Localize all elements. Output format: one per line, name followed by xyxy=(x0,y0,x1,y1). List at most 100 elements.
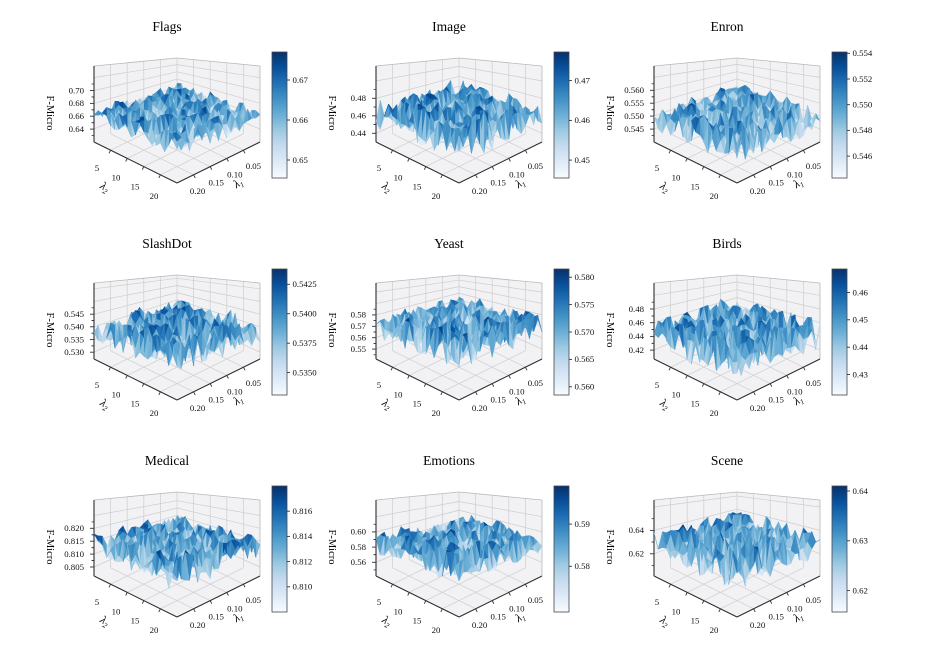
z-tick-label: 0.64 xyxy=(69,124,85,134)
z-tick-label: 0.540 xyxy=(64,322,84,332)
plot-title: Birds xyxy=(712,236,741,251)
colorbar-tick-label: 0.66 xyxy=(293,115,309,125)
x-tick-label: 0.10 xyxy=(787,603,803,613)
colorbar-gradient xyxy=(553,51,570,179)
colorbar-tick-label: 0.44 xyxy=(853,342,869,352)
colorbar-tick-label: 0.816 xyxy=(293,506,313,516)
x-axis-label: λ1 xyxy=(231,610,247,627)
y-tick-label: 5 xyxy=(95,597,100,607)
y-tick-label: 5 xyxy=(377,597,382,607)
y-tick-label: 15 xyxy=(691,399,700,409)
surface xyxy=(653,298,821,376)
colorbar-tick-label: 0.548 xyxy=(853,125,873,135)
colorbar-gradient xyxy=(271,268,288,396)
z-tick-label: 0.46 xyxy=(629,318,645,328)
x-tick-label: 0.15 xyxy=(768,178,784,188)
colorbar-tick-label: 0.63 xyxy=(853,536,869,546)
axis-spines xyxy=(653,500,821,618)
z-tick-label: 0.42 xyxy=(629,345,644,355)
x-tick-label: 0.20 xyxy=(190,186,206,196)
z-axis-label: F-Micro xyxy=(326,313,337,348)
y-tick-label: 5 xyxy=(377,163,382,173)
x-tick-label: 0.10 xyxy=(227,169,243,179)
subplot-medical: Medical F-Micro 0.820 0.815 0.810 0.805 5 10 1… xyxy=(0,434,313,651)
colorbar-tick-label: 0.65 xyxy=(293,155,309,165)
plot-body: 0.70 0.68 0.66 0.64 5 10 15 20 0.200.150.100.05 λ… xyxy=(69,51,309,201)
x-axis-label: λ1 xyxy=(791,176,807,193)
colorbar-tick-label: 0.47 xyxy=(575,75,591,85)
axis-spines xyxy=(93,500,261,618)
surface xyxy=(93,83,261,153)
plot-body: 0.580.57 0.560.55 5 10 15 20 0.200.150.100.05 λ… xyxy=(351,268,595,418)
colorbar-tick-label: 0.565 xyxy=(575,354,595,364)
colorbar-tick-label: 0.45 xyxy=(853,315,869,325)
y-tick-label: 20 xyxy=(432,191,441,201)
subplot-flags: Flags F-Micro 0.70 0.68 0.66 0.64 5 10 15 20 0.2… xyxy=(0,0,309,217)
subplot-birds: Birds F-Micro 0.48 0.46 0.44 0.42 5 10 15 20 0.2… xyxy=(560,217,869,434)
y-tick-label: 15 xyxy=(131,616,140,626)
y-tick-label: 20 xyxy=(150,191,159,201)
plot-3d-surface: Birds F-Micro 0.48 0.46 0.44 0.42 5 10 15 20 0.2… xyxy=(604,236,869,418)
y-tick-label: 10 xyxy=(672,606,681,616)
colorbar: 0.64 0.63 0.62 xyxy=(831,485,869,613)
colorbar-tick-label: 0.45 xyxy=(575,155,591,165)
axis-spines xyxy=(93,283,261,401)
plot-title: Scene xyxy=(711,453,743,468)
colorbar-tick-label: 0.550 xyxy=(853,100,873,110)
z-tick-label: 0.810 xyxy=(64,549,84,559)
x-tick-label: 0.05 xyxy=(246,378,262,388)
surface xyxy=(93,300,261,370)
subplot-enron: Enron F-Micro 0.560 0.555 0.550 0.545 5 10 15 2… xyxy=(560,0,873,217)
colorbar-tick-label: 0.580 xyxy=(575,272,595,282)
z-tick-label: 0.58 xyxy=(351,310,367,320)
colorbar-tick-label: 0.5375 xyxy=(293,338,318,348)
x-tick-label: 0.20 xyxy=(750,620,766,630)
z-tick-label: 0.48 xyxy=(629,304,645,314)
axis-spines xyxy=(653,283,821,401)
x-tick-label: 0.05 xyxy=(246,161,262,171)
subplot-slashdot: SlashDot F-Micro 0.545 0.540 0.535 0.530 5 10… xyxy=(0,217,317,434)
y-axis-label: λ2 xyxy=(96,180,112,197)
y-tick-label: 5 xyxy=(377,380,382,390)
surface xyxy=(375,80,543,154)
x-tick-label: 0.15 xyxy=(208,178,224,188)
z-tick-label: 0.535 xyxy=(64,334,84,344)
z-axis-label: F-Micro xyxy=(326,96,337,131)
colorbar-gradient xyxy=(831,51,848,179)
colorbar-tick-label: 0.5350 xyxy=(293,367,318,377)
surface xyxy=(375,514,543,582)
plot-title: Enron xyxy=(711,19,744,34)
colorbar-tick-label: 0.46 xyxy=(853,287,869,297)
y-tick-label: 5 xyxy=(95,380,100,390)
colorbar-gradient xyxy=(831,485,848,613)
z-tick-label: 0.56 xyxy=(351,333,367,343)
colorbar-tick-label: 0.59 xyxy=(575,519,591,529)
colorbar: 0.67 0.66 0.65 xyxy=(271,51,309,179)
y-tick-label: 10 xyxy=(672,172,681,182)
z-axis-label: F-Micro xyxy=(44,530,55,565)
colorbar-tick-label: 0.810 xyxy=(293,582,313,592)
x-tick-label: 0.05 xyxy=(246,595,262,605)
colorbar-tick-label: 0.67 xyxy=(293,75,309,85)
x-tick-label: 0.20 xyxy=(190,620,206,630)
y-axis-label: λ2 xyxy=(378,397,394,414)
x-tick-label: 0.05 xyxy=(528,378,544,388)
z-tick-label: 0.530 xyxy=(64,347,84,357)
z-axis-label: F-Micro xyxy=(604,96,615,131)
colorbar-gradient xyxy=(271,51,288,179)
colorbar-tick-label: 0.554 xyxy=(853,48,873,58)
colorbar-tick-label: 0.575 xyxy=(575,299,595,309)
plot-title: Image xyxy=(432,19,466,34)
x-tick-label: 0.15 xyxy=(768,395,784,405)
z-tick-label: 0.46 xyxy=(351,111,367,121)
x-axis-label: λ1 xyxy=(231,176,247,193)
y-tick-label: 15 xyxy=(413,182,422,192)
y-tick-label: 20 xyxy=(432,408,441,418)
y-tick-label: 20 xyxy=(710,625,719,635)
x-tick-label: 0.10 xyxy=(787,169,803,179)
plot-3d-surface: Enron F-Micro 0.560 0.555 0.550 0.545 5 10 15 2… xyxy=(604,19,873,201)
subplot-image: Image F-Micro 0.48 0.46 0.44 5 10 15 20 0.20 0.1… xyxy=(282,0,591,217)
z-tick-label: 0.560 xyxy=(624,85,644,95)
